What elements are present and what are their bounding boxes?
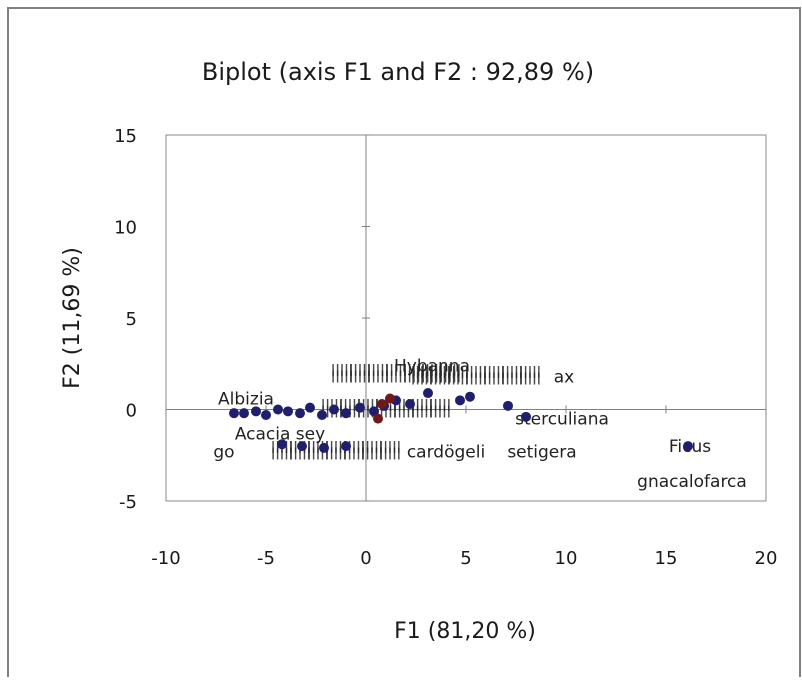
cluster-label: lllll <box>429 402 451 421</box>
points-layer <box>229 388 693 453</box>
cluster-label: lllll <box>403 368 425 387</box>
y-tick-label: 0 <box>126 401 137 422</box>
data-point <box>261 409 271 420</box>
data-point <box>341 408 351 419</box>
point-label: setigera <box>507 443 576 463</box>
data-point <box>385 393 395 404</box>
cluster-label: lllll <box>447 369 469 388</box>
cluster-label: lllll <box>429 363 451 382</box>
cluster-label: lllll <box>411 396 433 415</box>
cluster-label: lllll <box>519 363 541 382</box>
cluster-label: lllll <box>411 369 433 388</box>
plot-area-border <box>165 134 767 502</box>
cluster-label: lllll <box>421 368 443 387</box>
y-axis-label: F2 (11,69 %) <box>60 247 85 389</box>
data-point <box>297 441 307 452</box>
x-axis-label: F1 (81,20 %) <box>394 619 536 644</box>
chart-title: Biplot (axis F1 and F2 : 92,89 %) <box>202 58 594 86</box>
data-point <box>341 441 351 452</box>
point-label: Hybanna <box>394 357 470 377</box>
point-label: go <box>213 443 234 463</box>
data-point <box>283 406 293 417</box>
y-tick-label: 10 <box>114 218 137 239</box>
x-tick-label: 15 <box>655 548 678 569</box>
x-tick-label: 0 <box>360 548 371 569</box>
point-label: Acacia sey <box>235 424 325 444</box>
data-point <box>329 404 339 415</box>
cluster-label: lllll <box>331 361 353 380</box>
cluster-label: lllll <box>385 368 407 387</box>
cluster-label: lllll <box>439 361 461 380</box>
data-point <box>355 402 365 413</box>
data-point <box>377 399 387 410</box>
point-label: ax <box>554 368 574 388</box>
point-labels-layer: llllllllllllllllllllllllllllllllllllllll… <box>213 357 746 492</box>
x-tick-label: 10 <box>555 548 578 569</box>
data-point <box>251 406 261 417</box>
cluster-label: lllll <box>379 438 401 457</box>
data-point <box>455 395 465 406</box>
cluster-label: lllll <box>483 369 505 388</box>
cluster-label: lllll <box>271 444 293 463</box>
point-label: cardögeli <box>407 443 485 463</box>
cluster-label: lllll <box>439 368 461 387</box>
data-point <box>295 408 305 419</box>
cluster-label: lllll <box>447 363 469 382</box>
cluster-label: lllll <box>429 396 451 415</box>
cluster-label: lllll <box>325 438 347 457</box>
data-point <box>239 408 249 419</box>
data-point <box>319 442 329 453</box>
x-tick-label: 5 <box>460 548 471 569</box>
cluster-label: lllll <box>331 368 353 387</box>
data-point <box>369 406 379 417</box>
x-tick-label: 20 <box>755 548 778 569</box>
data-point <box>305 402 315 413</box>
data-point <box>503 400 513 411</box>
data-point <box>405 399 415 410</box>
point-label: gnacalofarca <box>637 472 747 492</box>
cluster-label: lllll <box>519 369 541 388</box>
data-point <box>273 404 283 415</box>
cluster-label: lllll <box>379 444 401 463</box>
cluster-label: lllll <box>385 361 407 380</box>
y-tick-label: 15 <box>114 126 137 147</box>
cluster-label: lllll <box>367 368 389 387</box>
axes-layer: -10 -5 0 5 10 15 20 -5 0 5 10 15 <box>114 126 777 569</box>
point-label: sterculiana <box>515 410 609 430</box>
data-point <box>277 439 287 450</box>
cluster-label: lllll <box>349 368 371 387</box>
cluster-label: lllll <box>361 444 383 463</box>
cluster-label: lllll <box>421 361 443 380</box>
data-point <box>423 388 433 399</box>
data-point <box>317 409 327 420</box>
cluster-label: lllll <box>411 363 433 382</box>
cluster-label: lllll <box>349 361 371 380</box>
cluster-label: lllll <box>325 444 347 463</box>
cluster-label: lllll <box>429 369 451 388</box>
cluster-label: lllll <box>483 363 505 382</box>
cluster-label: lllll <box>501 369 523 388</box>
cluster-label: lllll <box>465 363 487 382</box>
x-tick-label: -5 <box>257 548 275 569</box>
y-tick-label: 5 <box>126 309 137 330</box>
cluster-label: lllll <box>361 438 383 457</box>
cluster-label: lllll <box>501 363 523 382</box>
cluster-label: lllll <box>403 361 425 380</box>
y-tick-label: -5 <box>119 492 137 513</box>
data-point <box>373 413 383 424</box>
cluster-label: lllll <box>367 361 389 380</box>
point-label: Albizia <box>218 390 274 410</box>
cluster-label: lllll <box>411 402 433 421</box>
data-point <box>521 411 531 422</box>
data-point <box>683 441 693 452</box>
data-point <box>229 408 239 419</box>
cluster-label: lllll <box>465 369 487 388</box>
x-tick-label: -10 <box>151 548 180 569</box>
data-point <box>465 391 475 402</box>
